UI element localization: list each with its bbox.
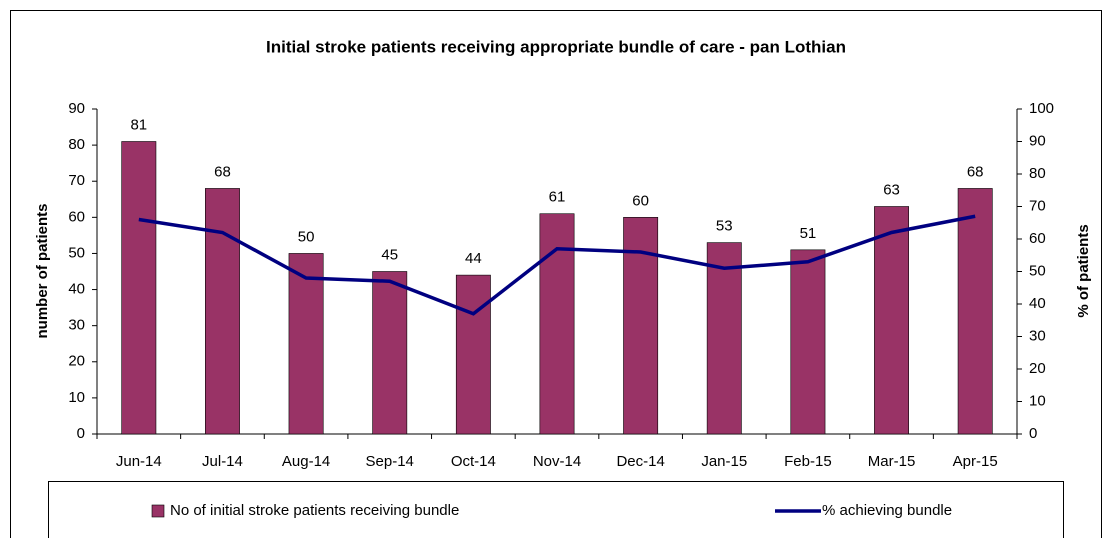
y2-tick-label: 0 xyxy=(1029,425,1037,442)
y2-tick-label: 30 xyxy=(1029,327,1046,344)
y-tick-label: 50 xyxy=(68,244,85,261)
y2-tick-label: 90 xyxy=(1029,132,1046,149)
bar xyxy=(372,271,408,435)
y2-tick-label: 80 xyxy=(1029,165,1046,182)
bar xyxy=(455,274,491,435)
bar xyxy=(790,249,826,435)
y-tick-label: 30 xyxy=(68,317,85,334)
legend-box xyxy=(48,481,1064,538)
x-tick-label: Nov-14 xyxy=(533,453,581,470)
x-tick-label: Oct-14 xyxy=(451,453,496,470)
y-tick-label: 10 xyxy=(68,389,85,406)
data-label: 61 xyxy=(549,189,566,206)
bar xyxy=(288,253,324,435)
legend-swatch xyxy=(151,504,165,518)
x-tick-label: Feb-15 xyxy=(784,453,832,470)
x-tick-label: Jun-14 xyxy=(116,453,162,470)
y-tick-label: 20 xyxy=(68,353,85,370)
y2-tick-label: 40 xyxy=(1029,295,1046,312)
y2-tick-label: 60 xyxy=(1029,230,1046,247)
legend-label: % achieving bundle xyxy=(822,502,952,519)
data-label: 50 xyxy=(298,228,315,245)
y2-tick-label: 20 xyxy=(1029,360,1046,377)
y2-tick-label: 70 xyxy=(1029,197,1046,214)
y2-tick-label: 10 xyxy=(1029,392,1046,409)
bar xyxy=(539,213,575,435)
y-axis-label: number of patients xyxy=(34,203,51,338)
chart-title: Initial stroke patients receiving approp… xyxy=(266,37,846,56)
data-label: 45 xyxy=(381,246,398,263)
x-tick-label: Sep-14 xyxy=(366,453,414,470)
y2-tick-label: 50 xyxy=(1029,262,1046,279)
bar xyxy=(706,242,742,435)
x-tick-label: Aug-14 xyxy=(282,453,330,470)
x-tick-label: Apr-15 xyxy=(953,453,998,470)
data-label: 44 xyxy=(465,250,482,267)
data-label: 53 xyxy=(716,218,733,235)
y-tick-label: 80 xyxy=(68,136,85,153)
bar xyxy=(874,206,909,435)
x-tick-label: Dec-14 xyxy=(616,453,664,470)
data-label: 63 xyxy=(883,181,900,198)
x-tick-label: Jan-15 xyxy=(701,453,747,470)
bar xyxy=(957,188,993,435)
y-tick-label: 90 xyxy=(68,100,85,117)
x-tick-label: Jul-14 xyxy=(202,453,243,470)
data-label: 68 xyxy=(967,163,984,180)
data-label: 68 xyxy=(214,163,231,180)
data-label: 81 xyxy=(130,116,147,133)
y-tick-label: 40 xyxy=(68,281,85,298)
y2-axis-label: % of patients xyxy=(1075,224,1092,317)
bar xyxy=(205,188,240,435)
data-label: 51 xyxy=(800,225,817,242)
y2-tick-label: 100 xyxy=(1029,100,1054,117)
y-tick-label: 0 xyxy=(77,425,85,442)
y-tick-label: 70 xyxy=(68,172,85,189)
x-tick-label: Mar-15 xyxy=(868,453,916,470)
bar xyxy=(121,141,157,435)
line xyxy=(138,214,976,316)
data-label: 60 xyxy=(632,192,649,209)
y-tick-label: 60 xyxy=(68,208,85,225)
legend-label: No of initial stroke patients receiving … xyxy=(170,502,459,519)
